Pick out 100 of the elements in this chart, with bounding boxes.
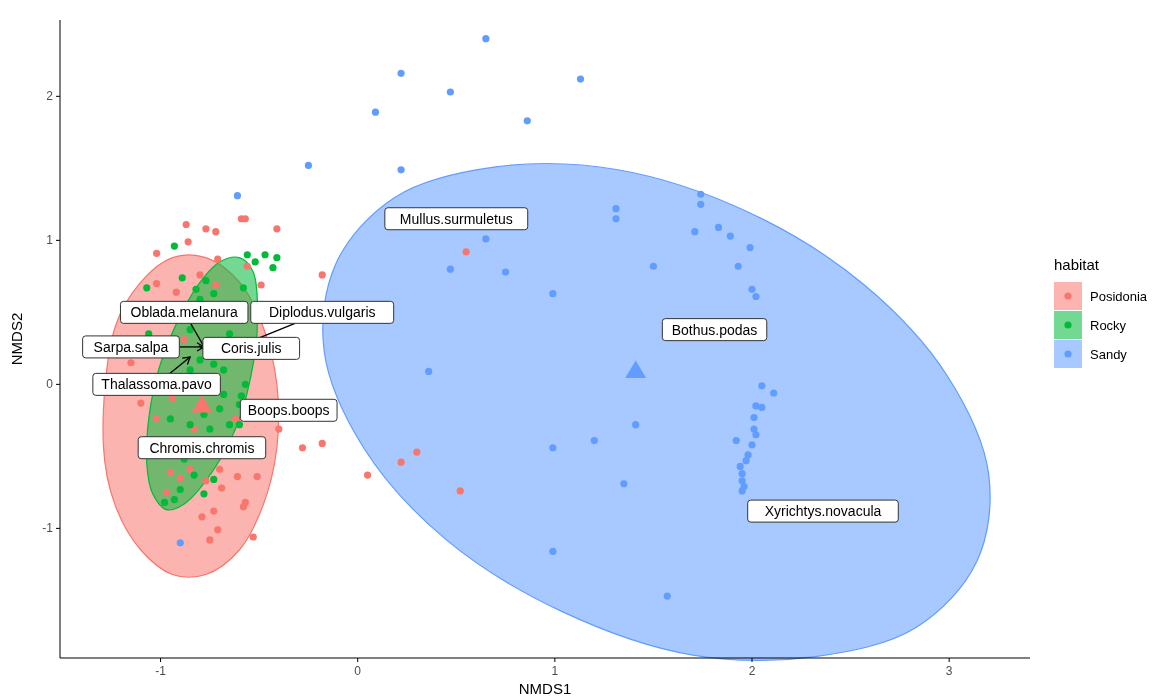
point xyxy=(220,366,228,374)
x-axis-title: NMDS1 xyxy=(518,680,572,697)
annotation: Oblada.melanura xyxy=(130,304,239,321)
point xyxy=(168,395,176,403)
point xyxy=(220,390,228,399)
point xyxy=(363,471,372,479)
point xyxy=(261,251,269,259)
point xyxy=(184,238,192,246)
point xyxy=(153,249,161,257)
point xyxy=(210,290,218,298)
point xyxy=(196,356,204,364)
y-tick-label: 0 xyxy=(46,377,54,392)
point xyxy=(214,255,222,263)
point xyxy=(758,403,766,412)
point xyxy=(298,444,307,452)
point xyxy=(318,271,326,279)
point xyxy=(176,539,184,547)
point xyxy=(714,223,723,231)
point xyxy=(738,470,746,478)
annotation: Sarpa.salpa xyxy=(93,338,169,355)
point xyxy=(446,88,454,96)
point xyxy=(697,190,705,198)
point xyxy=(137,399,145,407)
annotation: Bothus.podas xyxy=(671,321,758,338)
y-tick-label: 1 xyxy=(46,233,54,248)
x-tick-label: -1 xyxy=(155,664,167,678)
point xyxy=(239,284,247,292)
point xyxy=(216,405,224,413)
point xyxy=(127,359,135,367)
point xyxy=(738,487,746,495)
point xyxy=(192,285,200,293)
point xyxy=(237,392,245,400)
point xyxy=(371,108,380,116)
point xyxy=(425,367,433,375)
point xyxy=(200,490,208,498)
point xyxy=(190,471,198,479)
point xyxy=(178,274,186,282)
point xyxy=(160,498,169,507)
point xyxy=(206,536,214,544)
point xyxy=(726,232,734,240)
point xyxy=(397,166,405,174)
point xyxy=(413,448,421,456)
legend-label: Posidonia xyxy=(1090,289,1148,304)
point xyxy=(239,503,247,511)
point xyxy=(549,290,557,298)
point xyxy=(143,284,151,292)
point xyxy=(549,444,557,452)
point xyxy=(590,436,598,445)
point xyxy=(243,262,251,270)
point xyxy=(225,421,234,429)
point xyxy=(748,441,756,449)
point xyxy=(202,277,210,285)
point xyxy=(198,513,206,521)
x-tick-label: 2 xyxy=(748,664,756,678)
annotation: Xyrichtys.novacula xyxy=(764,503,882,520)
point xyxy=(186,465,194,473)
point xyxy=(172,288,180,296)
y-tick-label: 2 xyxy=(46,89,54,104)
point xyxy=(241,380,249,388)
point xyxy=(746,243,754,252)
x-tick-label: 1 xyxy=(551,664,559,678)
point xyxy=(212,228,220,236)
point xyxy=(732,436,740,445)
point xyxy=(576,75,585,83)
point xyxy=(482,235,490,243)
annotation: Chromis.chromis xyxy=(149,439,255,456)
point xyxy=(212,281,220,289)
point xyxy=(752,292,760,301)
point xyxy=(162,488,171,496)
point xyxy=(210,507,218,515)
point xyxy=(273,254,281,262)
point xyxy=(186,421,194,429)
annotation: Thalassoma.pavo xyxy=(101,376,213,393)
point xyxy=(253,472,261,481)
point xyxy=(632,421,640,429)
point xyxy=(734,262,742,270)
point xyxy=(748,285,756,293)
annotation: Mullus.surmuletus xyxy=(399,210,513,227)
point xyxy=(176,474,184,482)
point xyxy=(612,205,620,213)
point xyxy=(462,248,470,256)
point xyxy=(649,262,658,270)
point xyxy=(233,192,242,200)
x-tick-label: 0 xyxy=(354,664,362,678)
point xyxy=(225,330,234,338)
point xyxy=(750,413,758,422)
point xyxy=(752,431,760,439)
point xyxy=(210,475,218,484)
point xyxy=(202,477,210,485)
point xyxy=(697,200,705,208)
point xyxy=(214,526,222,534)
y-tick-label: -1 xyxy=(42,521,54,536)
point xyxy=(216,465,224,473)
point xyxy=(523,117,531,125)
point xyxy=(663,592,671,600)
point xyxy=(206,425,214,433)
point xyxy=(233,472,242,481)
point xyxy=(758,382,766,390)
point xyxy=(269,264,277,272)
point xyxy=(202,225,210,233)
